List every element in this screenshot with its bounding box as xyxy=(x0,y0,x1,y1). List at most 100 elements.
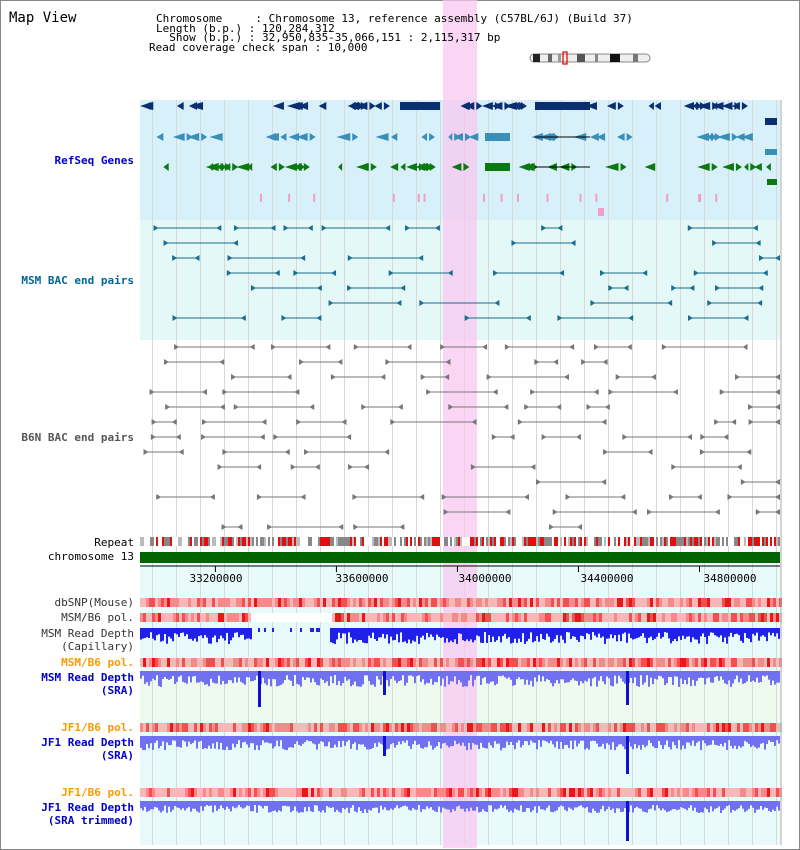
repeat-element xyxy=(492,537,494,546)
depth-bar xyxy=(538,801,540,807)
msm-bac-label[interactable]: MSM BAC end pairs xyxy=(21,274,134,287)
polymorphism-cell xyxy=(749,613,752,622)
depth-bar xyxy=(350,671,352,687)
polymorphism-cell xyxy=(413,788,416,797)
bac-end-marker xyxy=(216,225,222,231)
depth-bar xyxy=(512,671,514,686)
gene-marker xyxy=(140,102,152,110)
polymorphism-cell xyxy=(776,658,779,667)
polymorphism-cell xyxy=(377,788,380,797)
depth-bar xyxy=(456,628,458,644)
repeat-element xyxy=(512,537,514,546)
polymorphism-cell xyxy=(701,788,704,797)
msm-b6-pol-label-2: MSM/B6 pol. xyxy=(61,656,134,669)
bac-end-marker xyxy=(267,524,273,530)
depth-bar xyxy=(428,671,430,684)
depth-bar xyxy=(640,801,642,809)
depth-bar xyxy=(288,736,290,748)
repeat-element xyxy=(676,537,678,546)
polymorphism-cell xyxy=(425,658,428,667)
depth-bar xyxy=(466,736,468,751)
depth-bar xyxy=(706,671,708,679)
depth-bar xyxy=(376,671,378,677)
polymorphism-cell xyxy=(620,723,623,732)
polymorphism-cell xyxy=(623,658,626,667)
polymorphism-cell xyxy=(557,658,560,667)
depth-bar xyxy=(192,801,194,809)
depth-bar xyxy=(722,671,724,680)
repeat-element xyxy=(220,537,222,546)
depth-bar xyxy=(206,671,208,685)
depth-bar xyxy=(230,671,232,681)
polymorphism-cell xyxy=(467,598,470,607)
polymorphism-cell xyxy=(593,613,596,622)
polymorphism-cell xyxy=(476,613,479,622)
repeat-element xyxy=(262,537,264,546)
depth-bar xyxy=(734,671,736,680)
polymorphism-cell xyxy=(518,658,521,667)
depth-bar xyxy=(774,736,776,746)
bac-end-marker xyxy=(328,300,334,306)
depth-bar xyxy=(388,801,390,811)
repeat-element xyxy=(178,537,180,546)
repeat-element xyxy=(740,537,742,546)
polymorphism-cell xyxy=(731,613,734,622)
depth-bar xyxy=(450,671,452,682)
depth-bar xyxy=(720,671,722,677)
polymorphism-cell xyxy=(293,723,296,732)
polymorphism-cell xyxy=(659,723,662,732)
repeat-element xyxy=(734,537,736,546)
depth-bar xyxy=(646,671,648,676)
depth-bar xyxy=(664,671,666,686)
polymorphism-cell xyxy=(362,788,365,797)
polymorphism-cell xyxy=(692,613,695,622)
gene-marker xyxy=(338,163,343,171)
polymorphism-cell xyxy=(269,788,272,797)
depth-bar xyxy=(274,671,276,680)
depth-bar xyxy=(350,801,352,808)
repeat-track xyxy=(140,537,780,546)
polymorphism-cell xyxy=(755,788,758,797)
depth-bar xyxy=(340,628,342,639)
polymorphism-cell xyxy=(740,658,743,667)
polymorphism-cell xyxy=(152,788,155,797)
depth-bar xyxy=(704,671,706,685)
depth-bar xyxy=(680,801,682,808)
depth-bar xyxy=(546,671,548,679)
pseudo-gene xyxy=(715,194,718,202)
polymorphism-cell xyxy=(416,658,419,667)
bac-end-marker xyxy=(688,315,694,321)
polymorphism-cell xyxy=(716,613,719,622)
depth-bar xyxy=(608,671,610,679)
polymorphism-cell xyxy=(395,788,398,797)
depth-bar xyxy=(418,628,420,644)
bac-end-marker xyxy=(227,255,233,261)
depth-bar xyxy=(686,736,688,743)
repeat-element xyxy=(362,537,364,546)
depth-bar xyxy=(658,671,660,676)
depth-bar xyxy=(748,801,750,809)
polymorphism-cell xyxy=(248,788,251,797)
gene-marker xyxy=(209,133,223,141)
polymorphism-cell xyxy=(173,613,176,622)
depth-bar xyxy=(380,736,382,744)
depth-bar xyxy=(450,801,452,813)
gene-marker xyxy=(278,163,285,171)
depth-bar xyxy=(374,628,376,640)
depth-bar xyxy=(228,801,230,809)
polymorphism-cell xyxy=(479,723,482,732)
depth-bar xyxy=(204,736,206,749)
bac-end-marker xyxy=(406,344,412,350)
repeat-element xyxy=(490,537,492,546)
depth-bar xyxy=(428,801,430,809)
depth-bar xyxy=(396,801,398,806)
b6n-bac-label[interactable]: B6N BAC end pairs xyxy=(21,431,134,444)
depth-bar xyxy=(650,736,652,743)
refseq-genes-label[interactable]: RefSeq Genes xyxy=(54,154,134,167)
depth-bar xyxy=(558,671,560,684)
bac-end-marker xyxy=(570,240,576,246)
depth-bar xyxy=(664,628,666,633)
polymorphism-cell xyxy=(191,723,194,732)
depth-bar xyxy=(748,671,750,676)
